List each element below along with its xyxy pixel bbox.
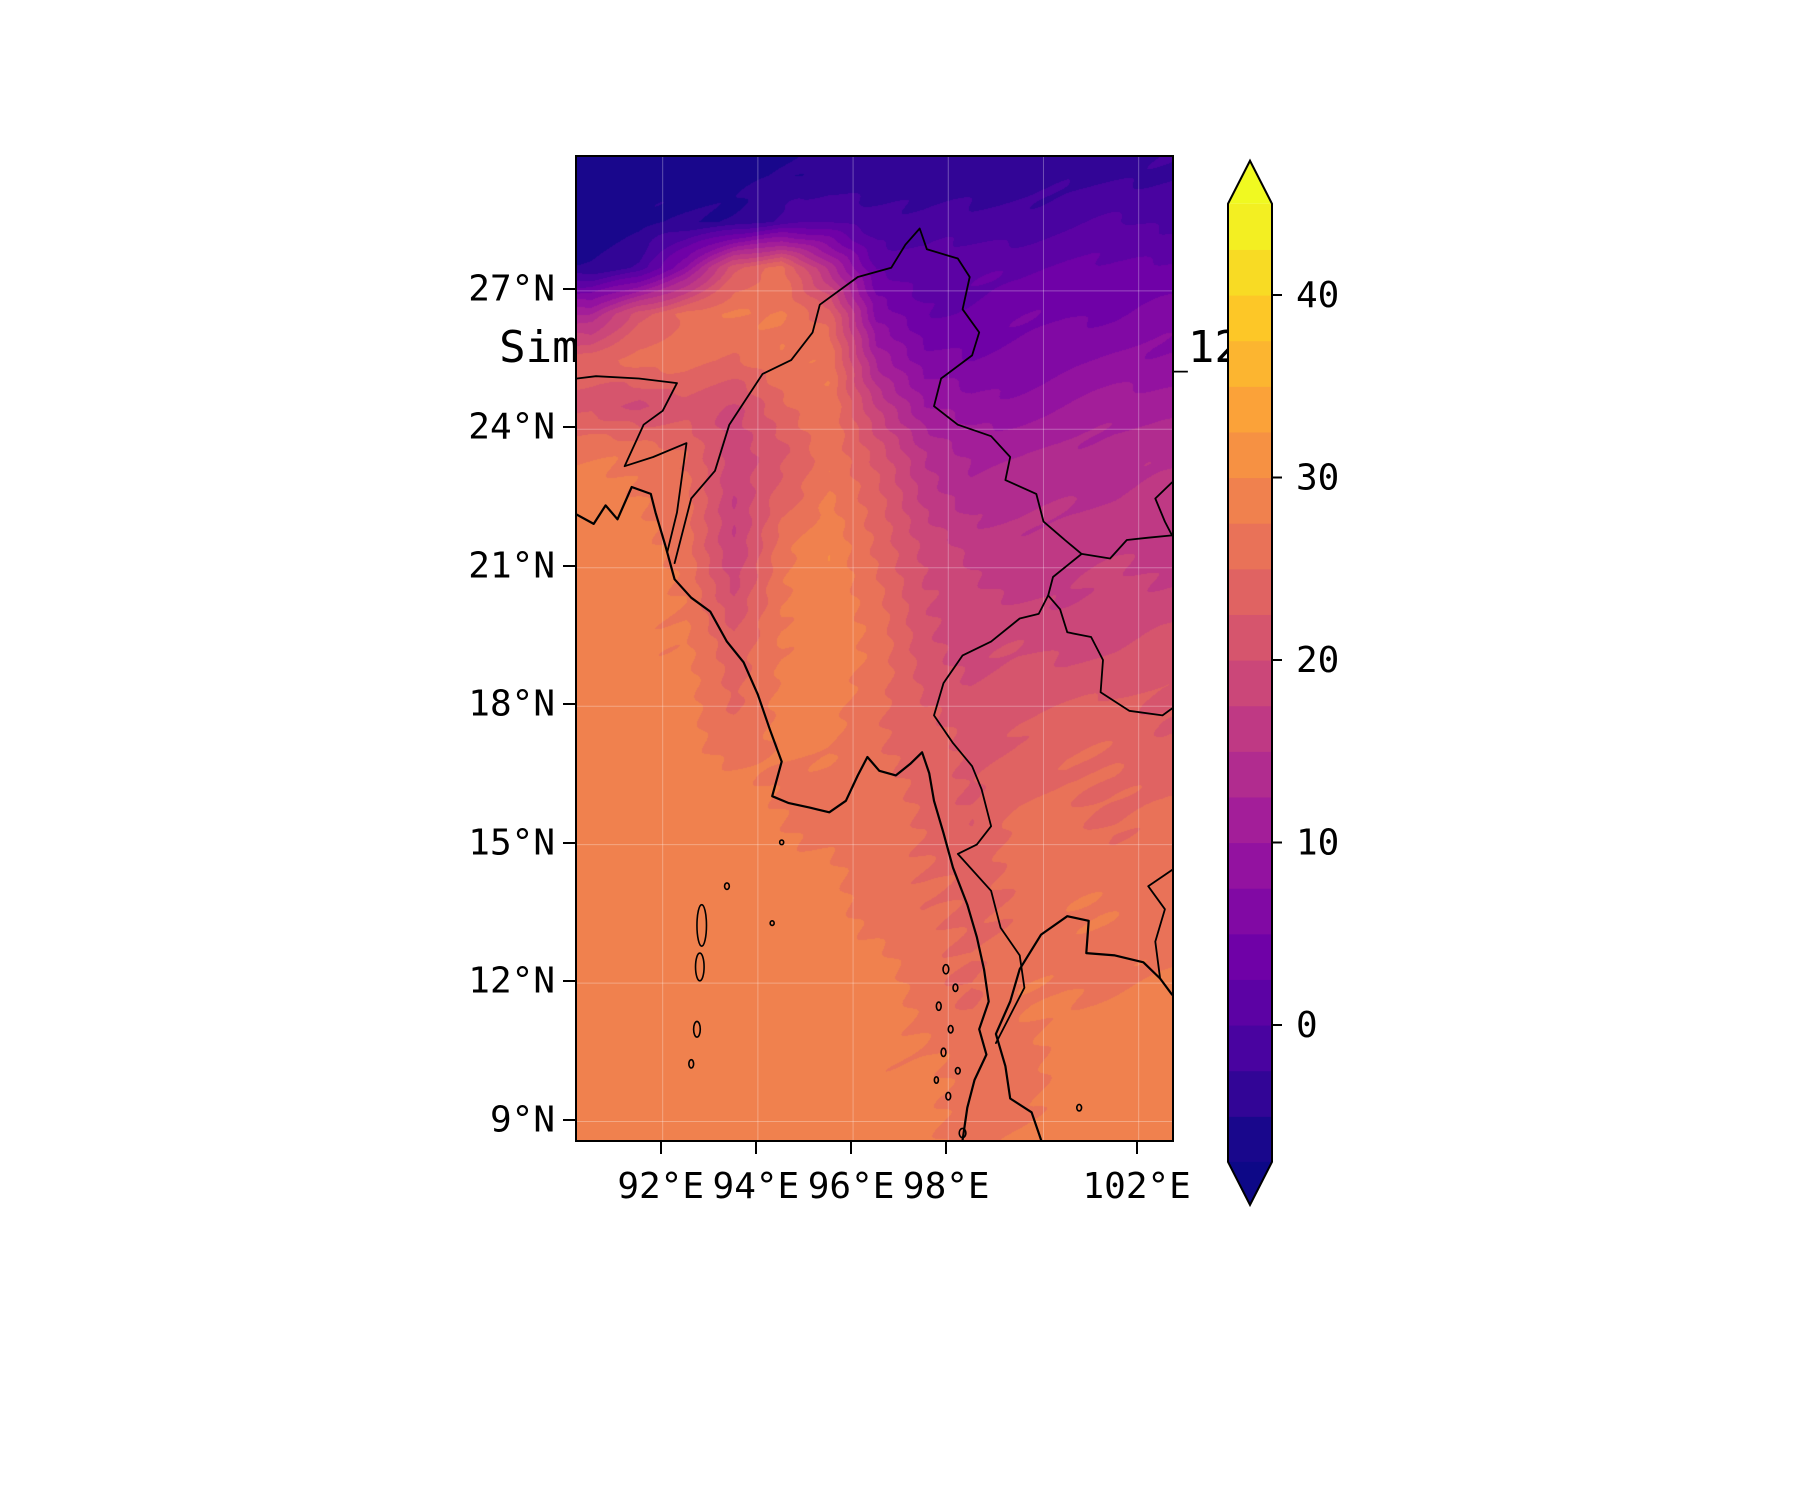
- coastline: [994, 915, 1172, 1140]
- colorbar-band: [1228, 660, 1272, 707]
- colorbar-band: [1228, 203, 1272, 250]
- colorbar-band: [1228, 614, 1272, 661]
- colorbar: 0 10 20 30 40: [1227, 158, 1339, 1208]
- y-tick-label: 27°N: [468, 268, 555, 310]
- country-border: [577, 375, 688, 553]
- island-outline: [947, 1024, 954, 1034]
- colorbar-band: [1228, 1116, 1272, 1163]
- y-tick-label: 18°N: [468, 683, 555, 725]
- x-tick-mark: [945, 1142, 948, 1154]
- x-tick-mark: [659, 1142, 662, 1154]
- colorbar-tick-label: 0: [1296, 1005, 1318, 1046]
- colorbar-band: [1228, 1070, 1272, 1117]
- colorbar-band: [1228, 249, 1272, 296]
- colorbar-tick-label: 30: [1296, 458, 1339, 499]
- colorbar-band: [1228, 1025, 1272, 1072]
- island-outline: [958, 1127, 967, 1139]
- y-tick-mark: [563, 1118, 575, 1121]
- island-outline: [952, 983, 959, 993]
- x-tick-mark: [1135, 1142, 1138, 1154]
- x-tick-label: 94°E: [712, 1166, 800, 1207]
- country-border: [1154, 481, 1172, 537]
- y-tick-mark: [563, 841, 575, 844]
- colorbar-band: [1228, 842, 1272, 889]
- island-outline: [933, 1075, 940, 1085]
- colorbar-band: [1228, 888, 1272, 935]
- island-outline: [940, 1047, 947, 1058]
- colorbar-extend-max: [1228, 160, 1272, 204]
- island-outline: [778, 839, 785, 846]
- coastline: [577, 485, 990, 1140]
- colorbar-extend-min: [1228, 1161, 1272, 1205]
- island-outline: [694, 952, 705, 982]
- island-outline: [942, 963, 950, 975]
- country-border: [1080, 534, 1172, 560]
- island-outline: [688, 1058, 695, 1069]
- colorbar-band: [1228, 386, 1272, 433]
- x-tick-label: 96°E: [807, 1166, 895, 1207]
- colorbar-tick-label: 10: [1296, 823, 1339, 864]
- country-border: [1147, 869, 1172, 980]
- y-tick-mark: [563, 287, 575, 290]
- colorbar-band: [1228, 705, 1272, 752]
- y-tick-mark: [563, 564, 575, 567]
- y-tick-mark: [563, 703, 575, 706]
- x-tick-mark: [754, 1142, 757, 1154]
- island-outline: [723, 882, 731, 891]
- country-border: [1047, 594, 1172, 717]
- x-tick-label: 92°E: [617, 1166, 705, 1207]
- colorbar-band: [1228, 933, 1272, 980]
- island-outline: [1075, 1103, 1083, 1112]
- island-outline: [692, 1020, 702, 1038]
- colorbar-band: [1228, 523, 1272, 570]
- island-outline: [945, 1091, 952, 1101]
- island-outline: [935, 1001, 942, 1012]
- y-tick-mark: [563, 426, 575, 429]
- y-tick-label: 12°N: [468, 960, 555, 1002]
- y-tick-label: 24°N: [468, 406, 555, 448]
- colorbar-band: [1228, 568, 1272, 615]
- temperature-heatmap-canvas: [577, 157, 1172, 1140]
- x-tick-mark: [850, 1142, 853, 1154]
- colorbar-band: [1228, 295, 1272, 342]
- y-tick-label: 9°N: [489, 1099, 555, 1141]
- colorbar-band: [1228, 796, 1272, 844]
- colorbar-band: [1228, 431, 1272, 479]
- colorbar-tick-label: 40: [1296, 275, 1339, 316]
- colorbar-tick-label: 20: [1296, 640, 1339, 681]
- country-border: [673, 227, 1083, 1044]
- x-tick-label: 98°E: [902, 1166, 990, 1207]
- island-outline: [954, 1066, 961, 1075]
- y-tick-label: 15°N: [468, 822, 555, 864]
- colorbar-band: [1228, 979, 1272, 1026]
- map-overlay: [577, 157, 1172, 1140]
- colorbar-band: [1228, 751, 1272, 798]
- island-outline: [696, 903, 708, 947]
- map-plot-area: [575, 155, 1174, 1142]
- colorbar-outline: [1227, 158, 1273, 1208]
- y-tick-label: 21°N: [468, 545, 555, 587]
- x-tick-label: 102°E: [1082, 1166, 1191, 1207]
- island-outline: [769, 919, 775, 927]
- y-tick-mark: [563, 980, 575, 983]
- colorbar-band: [1228, 477, 1272, 524]
- colorbar-band: [1228, 340, 1272, 387]
